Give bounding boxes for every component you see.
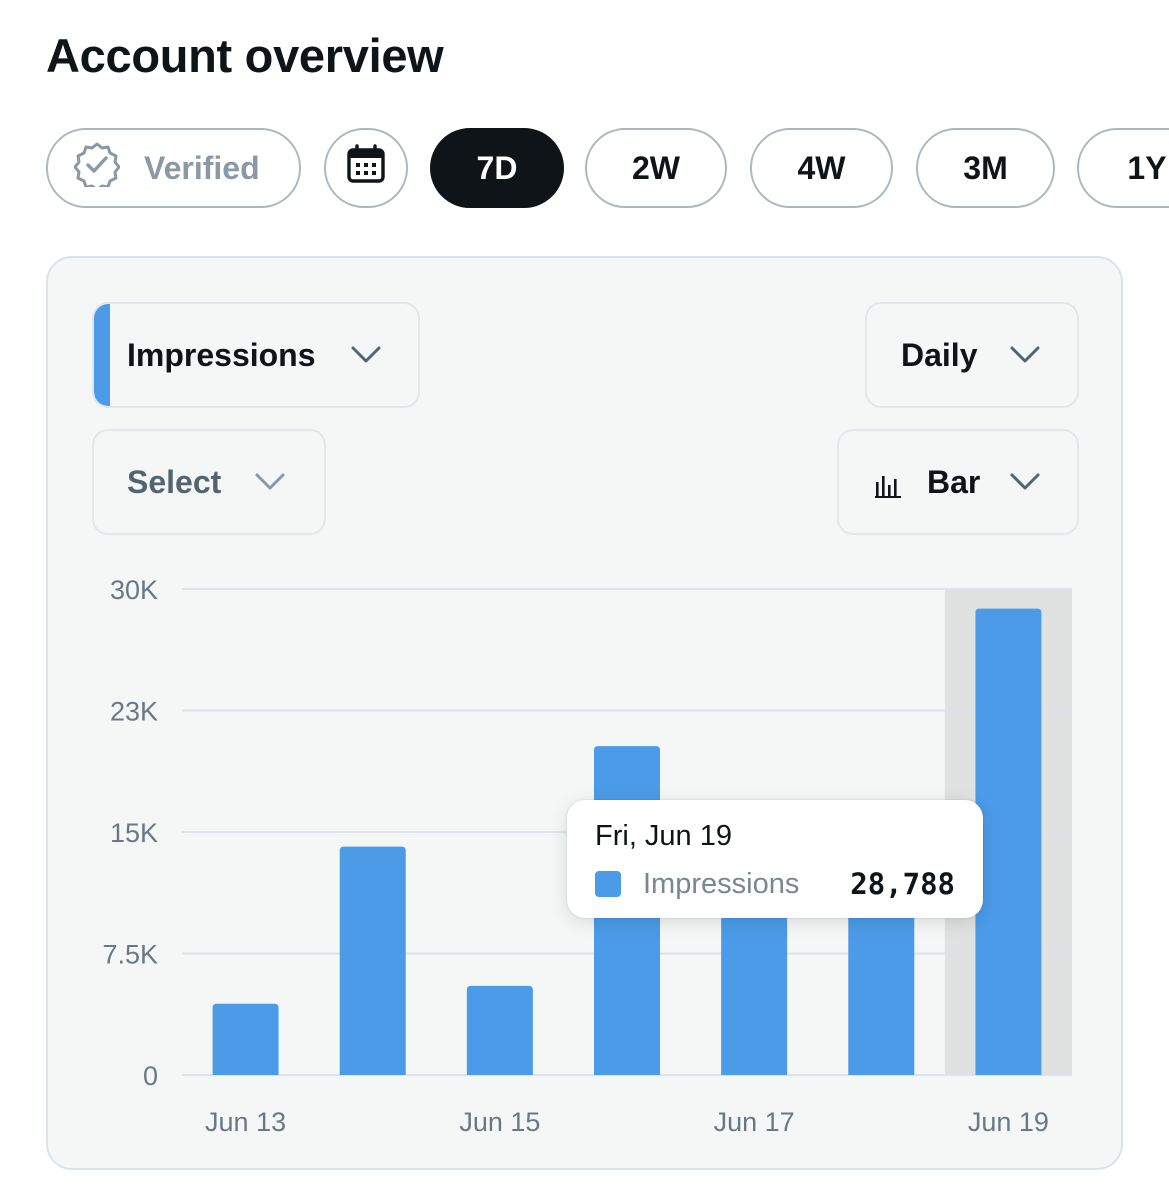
compare-dropdown-label: Select [127,463,222,500]
metric-dropdown-label: Impressions [127,336,316,373]
x-tick-label: Jun 15 [459,1107,540,1137]
chevron-down-icon [1010,473,1040,490]
chart-tooltip: Fri, Jun 19 Impressions 28,788 [567,800,983,918]
x-tick-label: Jun 19 [968,1107,1049,1137]
tooltip-series-swatch [595,871,621,897]
date-picker-button[interactable] [324,128,408,208]
y-tick-label: 7.5K [102,940,158,970]
bar-chart-icon [875,476,901,498]
range-4w-button[interactable]: 4W [750,128,893,208]
range-3m-button[interactable]: 3M [916,128,1055,208]
range-1y-button[interactable]: 1Y [1077,128,1169,208]
tooltip-row: Impressions 28,788 [595,867,955,901]
tooltip-date: Fri, Jun 19 [595,820,732,852]
verified-label: Verified [144,149,260,186]
chart-type-dropdown[interactable]: Bar [837,429,1079,535]
y-tick-label: 0 [143,1061,158,1091]
y-tick-label: 15K [110,818,158,848]
x-tick-label: Jun 13 [205,1107,286,1137]
filter-bar: Verified 7D 2W 4W 3M 1Y [46,128,1169,212]
x-tick-label: Jun 17 [714,1107,795,1137]
page-title: Account overview [46,29,444,82]
compare-metric-dropdown[interactable]: Select [92,429,326,535]
bar-jun-14[interactable] [339,846,406,1075]
chart-type-label: Bar [927,463,981,500]
bar-jun-19[interactable] [975,608,1042,1075]
bar-jun-13[interactable] [212,1003,279,1075]
range-2w-button[interactable]: 2W [585,128,727,208]
tooltip-value: 28,788 [850,867,955,901]
range-7d-button[interactable]: 7D [430,128,564,208]
verified-filter-button[interactable]: Verified [46,128,301,208]
tooltip-series-name: Impressions [643,867,800,900]
calendar-icon [345,143,387,193]
y-tick-label: 30K [110,575,158,605]
chevron-down-icon [1010,346,1040,363]
chevron-down-icon [255,473,285,490]
bar-jun-18[interactable] [848,888,915,1075]
bar-jun-15[interactable] [466,985,533,1075]
y-tick-label: 23K [110,697,158,727]
interval-dropdown-label: Daily [901,336,978,373]
verified-badge-icon [73,141,121,195]
chevron-down-icon [351,346,381,363]
interval-dropdown[interactable]: Daily [865,302,1079,408]
metric-dropdown[interactable]: Impressions [92,302,420,408]
metric-color-indicator [94,304,110,406]
